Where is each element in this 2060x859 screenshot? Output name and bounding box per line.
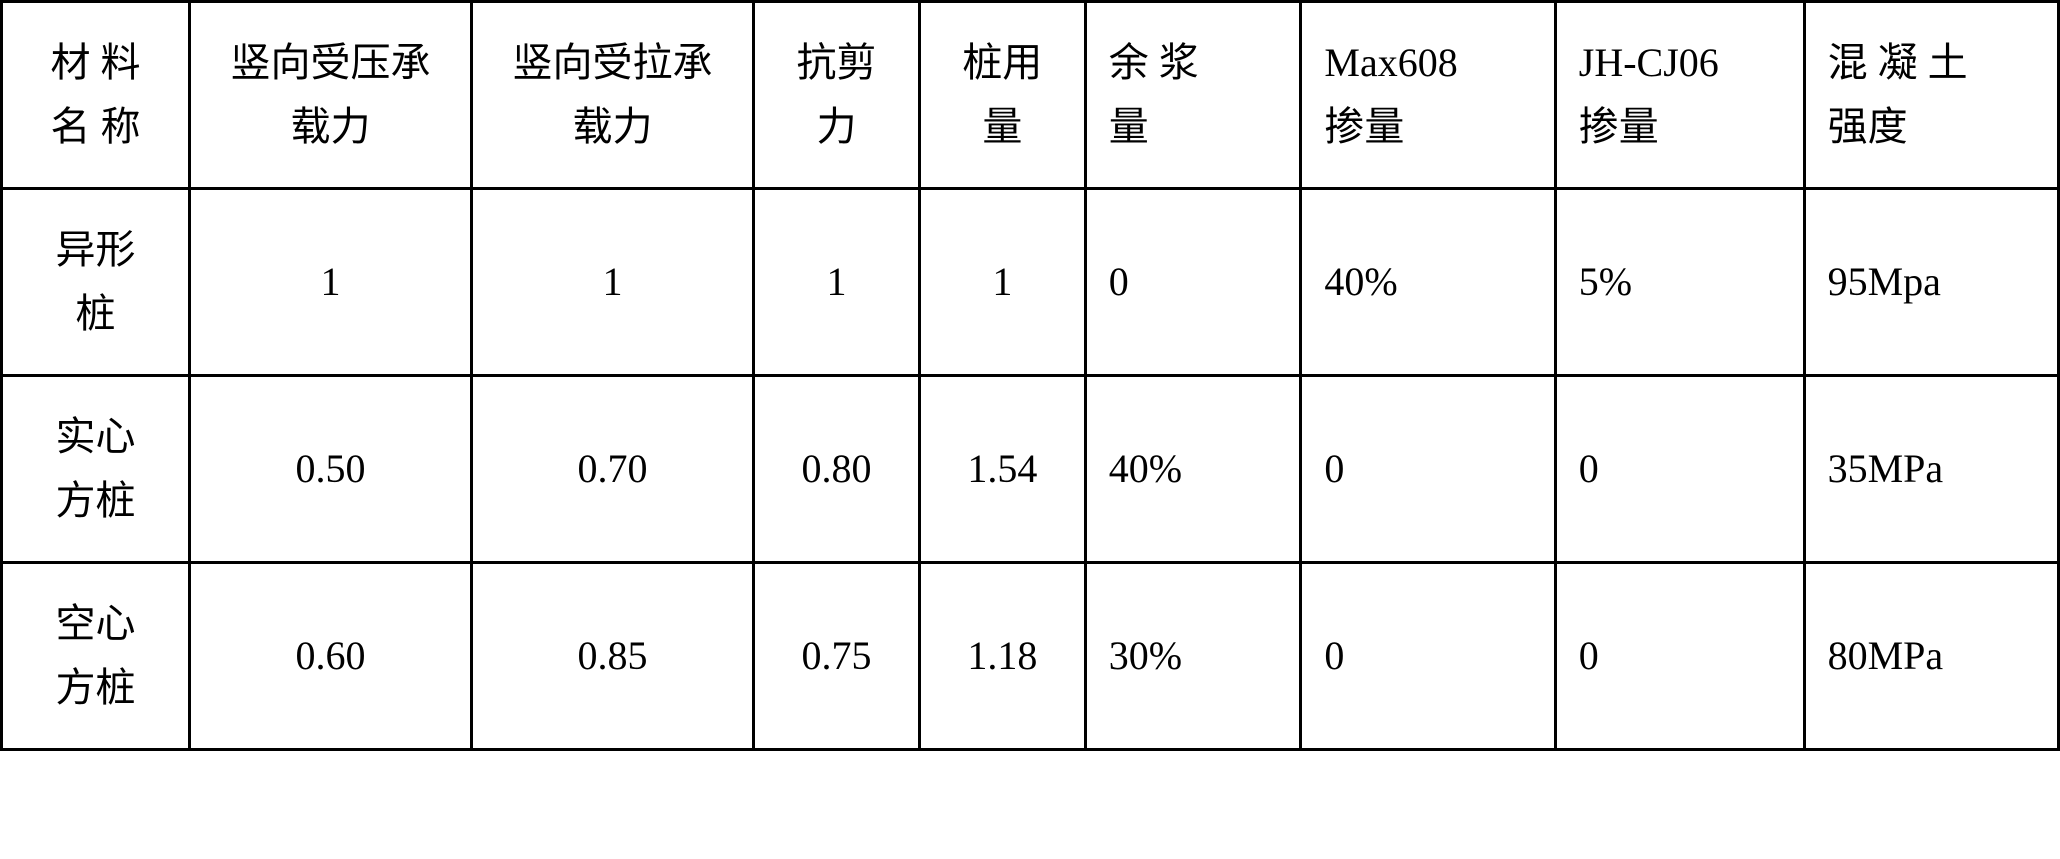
row-label-hollow-square-pile: 空心 方桩 (2, 563, 190, 750)
row-label-solid-square-pile: 实心 方桩 (2, 376, 190, 563)
header-pile-usage: 桩用 量 (919, 2, 1085, 189)
cell-value: 0 (1301, 376, 1555, 563)
cell-value: 0 (1555, 563, 1804, 750)
header-max608-content: Max608 掺量 (1301, 2, 1555, 189)
cell-value: 0.70 (472, 376, 754, 563)
header-text: 载力 (291, 104, 371, 149)
header-text: 量 (1109, 104, 1149, 149)
cell-value: 30% (1085, 563, 1301, 750)
cell-value: 1 (472, 189, 754, 376)
header-text: 竖向受压承 (231, 40, 431, 85)
cell-value: 95Mpa (1804, 189, 2058, 376)
header-text: Max608 (1324, 40, 1457, 85)
header-text: 抗剪 (796, 40, 876, 85)
cell-value: 1 (190, 189, 472, 376)
cell-value: 0.60 (190, 563, 472, 750)
label-text: 实心 (56, 414, 136, 459)
cell-value: 0.75 (754, 563, 920, 750)
header-text: 名 称 (51, 104, 141, 149)
header-text: 余 浆 (1109, 40, 1199, 85)
header-vertical-compression: 竖向受压承 载力 (190, 2, 472, 189)
cell-value: 1.54 (919, 376, 1085, 563)
materials-comparison-table: 材 料 名 称 竖向受压承 载力 竖向受拉承 载力 抗剪 力 桩用 量 余 浆 … (0, 0, 2060, 751)
label-text: 方桩 (56, 478, 136, 523)
label-text: 空心 (56, 601, 136, 646)
cell-value: 0 (1301, 563, 1555, 750)
cell-value: 0 (1555, 376, 1804, 563)
table-row: 实心 方桩 0.50 0.70 0.80 1.54 40% 0 0 35MPa (2, 376, 2059, 563)
cell-value: 80MPa (1804, 563, 2058, 750)
cell-value: 1.18 (919, 563, 1085, 750)
header-material-name: 材 料 名 称 (2, 2, 190, 189)
header-jhcj06-content: JH-CJ06 掺量 (1555, 2, 1804, 189)
table-header-row: 材 料 名 称 竖向受压承 载力 竖向受拉承 载力 抗剪 力 桩用 量 余 浆 … (2, 2, 2059, 189)
cell-value: 5% (1555, 189, 1804, 376)
cell-value: 40% (1085, 376, 1301, 563)
cell-value: 0 (1085, 189, 1301, 376)
header-shear-strength: 抗剪 力 (754, 2, 920, 189)
header-text: 材 料 (51, 40, 141, 85)
cell-value: 40% (1301, 189, 1555, 376)
header-text: 力 (816, 104, 856, 149)
cell-value: 35MPa (1804, 376, 2058, 563)
cell-value: 0.85 (472, 563, 754, 750)
header-residual-slurry: 余 浆 量 (1085, 2, 1301, 189)
row-label-special-pile: 异形 桩 (2, 189, 190, 376)
header-text: 载力 (573, 104, 653, 149)
cell-value: 0.80 (754, 376, 920, 563)
cell-value: 0.50 (190, 376, 472, 563)
label-text: 桩 (76, 291, 116, 336)
header-text: 桩用 (962, 40, 1042, 85)
header-concrete-strength: 混 凝 土 强度 (1804, 2, 2058, 189)
header-text: 掺量 (1579, 104, 1659, 149)
table-row: 异形 桩 1 1 1 1 0 40% 5% 95Mpa (2, 189, 2059, 376)
cell-value: 1 (754, 189, 920, 376)
label-text: 方桩 (56, 665, 136, 710)
header-text: JH-CJ06 (1579, 40, 1719, 85)
header-text: 掺量 (1324, 104, 1404, 149)
header-text: 强度 (1828, 104, 1908, 149)
table-row: 空心 方桩 0.60 0.85 0.75 1.18 30% 0 0 80MPa (2, 563, 2059, 750)
header-text: 混 凝 土 (1828, 40, 1968, 85)
cell-value: 1 (919, 189, 1085, 376)
header-vertical-tension: 竖向受拉承 载力 (472, 2, 754, 189)
header-text: 竖向受拉承 (513, 40, 713, 85)
header-text: 量 (982, 104, 1022, 149)
label-text: 异形 (56, 227, 136, 272)
